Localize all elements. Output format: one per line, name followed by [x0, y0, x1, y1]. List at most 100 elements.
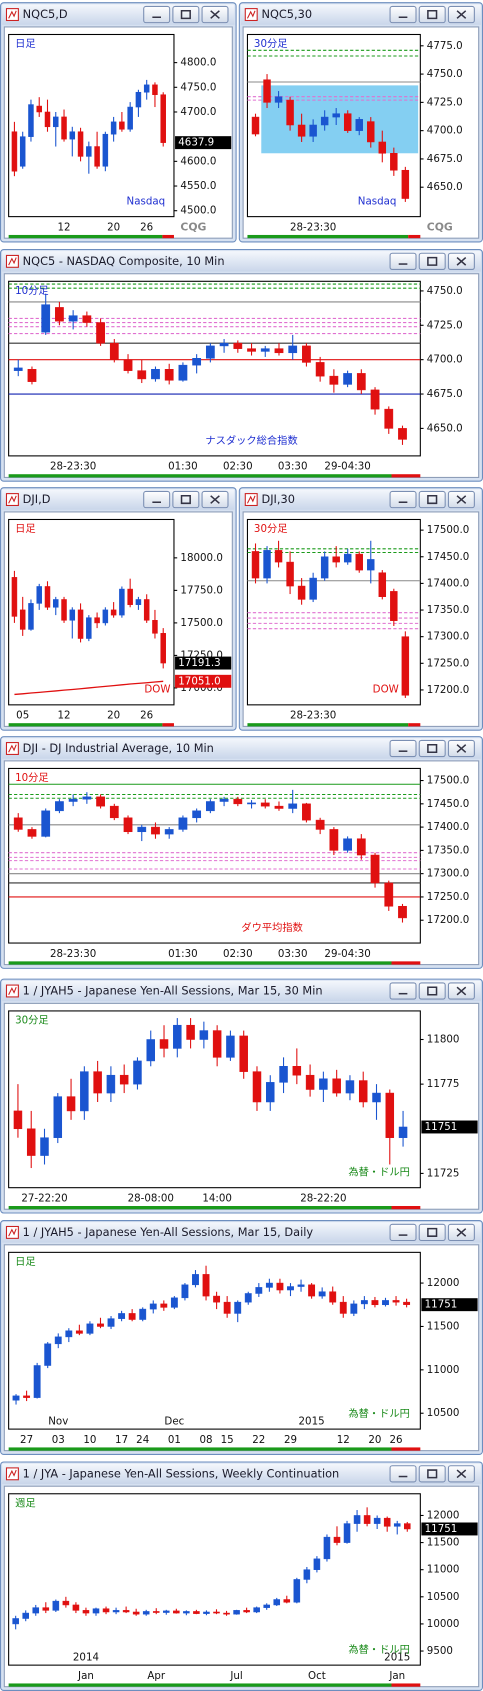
candle-body: [82, 315, 92, 323]
candle-body: [263, 1604, 270, 1608]
candle-body: [54, 1336, 62, 1345]
x-tick-label: 02:30: [223, 461, 253, 473]
restore-glyph: [427, 986, 438, 996]
candle-body: [288, 345, 298, 354]
y-tick-label: 17500.0: [427, 775, 469, 787]
price-tag-label: 17191.3: [178, 657, 220, 669]
candle-body: [252, 1071, 262, 1103]
candle-body: [11, 131, 18, 172]
candle-body: [193, 1611, 200, 1614]
x-tick-label: 03: [52, 1434, 65, 1446]
y-tick-label: 11725: [427, 1167, 460, 1179]
restore-button[interactable]: [418, 5, 446, 24]
restore-button[interactable]: [418, 1223, 446, 1242]
minimize-button[interactable]: [143, 490, 171, 509]
y-tick-label: 10000: [427, 1618, 460, 1630]
minimize-button[interactable]: [389, 1223, 417, 1242]
restore-button[interactable]: [418, 739, 446, 758]
candle-body: [152, 620, 158, 634]
x-tick-label: Oct: [308, 1670, 326, 1682]
candle-body: [119, 588, 125, 616]
session-bar: [247, 723, 409, 727]
candle-body: [135, 91, 142, 108]
vendor-logo: CQG: [427, 220, 453, 233]
candle-body: [137, 826, 147, 833]
candle-body: [332, 556, 340, 563]
minimize-button[interactable]: [389, 1465, 417, 1483]
candle-body: [320, 556, 329, 579]
candle-body: [332, 113, 340, 118]
candle-body: [303, 1569, 311, 1580]
symbol-label: ナスダック総合指数: [205, 434, 297, 447]
x-tick-label: 12: [57, 221, 70, 233]
minimize-button[interactable]: [389, 982, 417, 1000]
x-tick-label: 26: [140, 221, 153, 233]
candle-body: [139, 1308, 147, 1320]
candle-body: [42, 1607, 50, 1611]
candle-body: [36, 586, 42, 604]
candle-body: [343, 1523, 351, 1543]
candle-body: [244, 1293, 252, 1303]
y-tick-label: 11800: [427, 1034, 460, 1046]
candle-body: [390, 153, 398, 171]
x-tick-label: 20: [107, 221, 120, 233]
y-tick-label: 4750.0: [180, 81, 216, 93]
period-label: 日足: [15, 523, 36, 535]
restore-button[interactable]: [418, 982, 446, 1000]
candle-body: [309, 124, 317, 137]
restore-button[interactable]: [418, 1465, 446, 1483]
restore-button[interactable]: [418, 252, 446, 270]
window-icon: [5, 984, 19, 998]
plot-area: [8, 33, 175, 218]
candle-body: [350, 1303, 358, 1314]
candle-body: [266, 1082, 275, 1103]
minimize-button[interactable]: [389, 5, 417, 24]
candle-body: [297, 124, 306, 137]
y-tick-label: 4600.0: [180, 155, 216, 167]
x-tick-label: Jan: [388, 1670, 405, 1682]
price-tag-label: 4637.9: [178, 137, 214, 149]
candle-body: [127, 588, 133, 605]
candle-body: [287, 1286, 294, 1291]
candle-body: [86, 146, 92, 157]
candle-body: [178, 364, 188, 381]
candle-body: [382, 1300, 389, 1306]
candle-body: [234, 1301, 242, 1314]
session-bar: [8, 1683, 392, 1687]
candle-body: [392, 1300, 400, 1303]
window-title: NQC5,D: [23, 7, 68, 21]
candle-body: [143, 84, 150, 93]
minimize-button[interactable]: [389, 739, 417, 758]
plot-area: [8, 767, 421, 944]
candle-body: [319, 1078, 328, 1090]
candle-body: [356, 838, 366, 856]
window-title: NQC5 - NASDAQ Composite, 10 Min: [23, 254, 225, 268]
close-glyph: [456, 986, 467, 996]
y-tick-label: 17250.0: [180, 649, 222, 661]
period-label: 日足: [15, 1256, 36, 1268]
symbol-label: 為替・ドル円: [348, 1643, 410, 1656]
candle-body: [332, 1078, 341, 1094]
y-tick-label: 4650.0: [427, 181, 463, 193]
candle-body: [297, 1284, 305, 1287]
candle-body: [173, 1610, 180, 1614]
minimize-button[interactable]: [389, 252, 417, 270]
y-tick-label: 11000: [427, 1364, 460, 1376]
restore-button[interactable]: [172, 5, 200, 24]
candle-body: [142, 1611, 150, 1615]
y-tick-label: 11500: [427, 1537, 460, 1549]
minimize-button[interactable]: [143, 5, 171, 24]
restore-button[interactable]: [418, 490, 446, 509]
candle-body: [32, 1607, 40, 1614]
candle-body: [213, 1611, 220, 1614]
candle-body: [213, 1295, 221, 1303]
candle-body: [233, 1610, 240, 1615]
candle-body: [260, 802, 270, 807]
restore-button[interactable]: [172, 490, 200, 509]
candle-body: [263, 550, 271, 579]
minimize-button[interactable]: [389, 490, 417, 509]
y-tick-label: 4700.0: [180, 106, 216, 118]
title-bar: [2, 251, 481, 272]
title-bar: [2, 980, 481, 1002]
candle-body: [110, 121, 117, 135]
